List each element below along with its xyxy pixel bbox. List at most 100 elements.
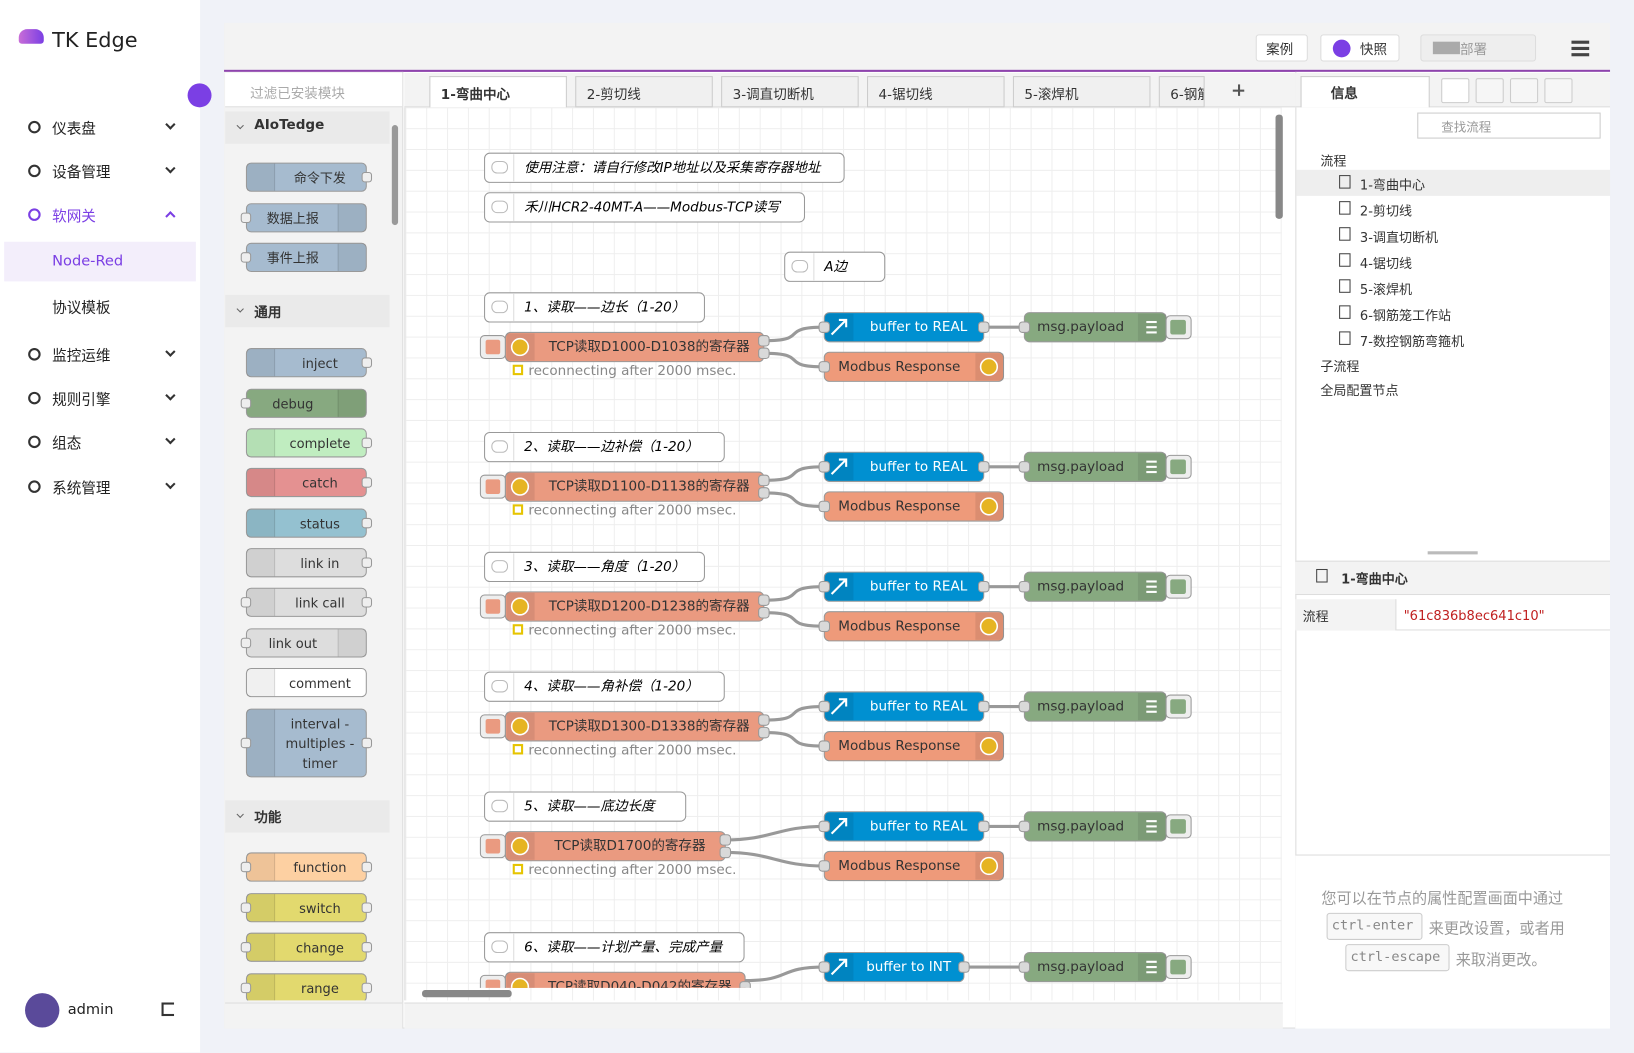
port: [1018, 580, 1031, 593]
port: [719, 834, 732, 846]
node-icon: [830, 958, 848, 976]
comment-node: [484, 671, 725, 702]
status-icon: [512, 744, 524, 755]
flow-canvas[interactable]: 使用注意：请自行修改IP地址以及采集寄存器地址 禾川HCR2-40MT-A——Mo…: [404, 107, 1282, 1001]
tab[interactable]: 5-滚焊机: [1012, 76, 1151, 108]
port: [818, 961, 831, 973]
comment-label: 6、读取——计划产量、完成产量: [524, 939, 724, 955]
menu-item[interactable]: 软网关: [52, 208, 96, 226]
scrollbar: [391, 125, 399, 226]
palette-node-label: function: [293, 859, 347, 875]
tab[interactable]: 3-调直切断机: [721, 76, 859, 108]
debug-button-face: [1170, 699, 1186, 714]
palette-node-label: status: [299, 515, 340, 531]
menu-item[interactable]: 系统管理: [52, 480, 111, 498]
palette-filter[interactable]: [225, 72, 403, 108]
menu-item[interactable]: 监控运维: [52, 348, 111, 365]
toolbar-button[interactable]: [1255, 34, 1308, 62]
tree-flow[interactable]: 1-弯曲中心: [1359, 177, 1426, 193]
palette-node[interactable]: [245, 388, 367, 418]
flow-node-label: buffer to REAL: [870, 459, 968, 475]
sidebar-button[interactable]: [1441, 78, 1470, 104]
tab[interactable]: 1-弯曲中心: [429, 76, 567, 108]
palette-footer: [225, 1002, 403, 1029]
tree-item[interactable]: 子流程: [1320, 358, 1360, 375]
port: [978, 321, 990, 333]
flow-node-label: buffer to REAL: [870, 319, 968, 335]
node-status: reconnecting after 2000 msec.: [528, 622, 736, 638]
palette-node[interactable]: [245, 348, 367, 378]
tree-flow[interactable]: 6-钢筋笼工作站: [1359, 307, 1452, 324]
flow-node-label: msg.payload: [1037, 818, 1124, 834]
port: [818, 580, 831, 593]
palette-node-label: comment: [288, 674, 351, 691]
snapshot-icon: [1332, 39, 1351, 58]
help-text: 您可以在节点的属性配置画面中通过: [1321, 890, 1564, 908]
tree-flow-icon: [1339, 227, 1351, 241]
palette-node[interactable]: [245, 667, 367, 698]
palette-node[interactable]: [245, 428, 367, 458]
palette-node[interactable]: [245, 467, 367, 498]
wire: [725, 824, 825, 842]
palette-header-text: 通用: [254, 305, 282, 321]
comment-icon: [791, 260, 809, 273]
palette-node[interactable]: [245, 242, 367, 272]
palette-node[interactable]: [245, 708, 367, 778]
menu-item[interactable]: 规则引擎: [52, 391, 111, 409]
tree-flow[interactable]: 4-锯切线: [1359, 255, 1412, 271]
info-tab[interactable]: [1300, 76, 1430, 108]
comment-icon: [491, 560, 509, 573]
palette-node-label: change: [295, 939, 344, 956]
sidebar-button[interactable]: [1544, 78, 1573, 104]
port: [978, 700, 990, 713]
port: [758, 335, 770, 347]
flow-node-label: Modbus Response: [838, 618, 960, 634]
palette-node[interactable]: [245, 852, 367, 882]
sidebar-button[interactable]: [1475, 78, 1504, 104]
palette-node[interactable]: [245, 973, 367, 1001]
info-tab-label: 信息: [1330, 86, 1358, 103]
comment-icon: [491, 679, 509, 693]
tab[interactable]: 6-钢筋笼工作站: [1158, 76, 1205, 108]
menu-item[interactable]: 仪表盘: [52, 120, 96, 138]
collapse-button[interactable]: [187, 83, 212, 108]
tree-flow[interactable]: 5-滚焊机: [1359, 281, 1412, 297]
comment-icon: [491, 799, 509, 813]
tree-item[interactable]: 全局配置节点: [1320, 382, 1399, 399]
menu-icon: [28, 391, 41, 405]
inject-button-face: [485, 599, 501, 614]
debug-button-face: [1170, 579, 1186, 594]
tree-flow[interactable]: 3-调直切断机: [1359, 229, 1439, 245]
search-box[interactable]: [1417, 112, 1601, 139]
logout-icon[interactable]: [161, 1002, 175, 1017]
palette-node[interactable]: [245, 203, 367, 233]
comment-label: 使用注意：请自行修改IP地址以及采集寄存器地址: [524, 160, 822, 176]
inject-button-face: [485, 838, 501, 854]
tree-flow[interactable]: 7-数控钢筋弯箍机: [1359, 333, 1465, 350]
port: [240, 398, 252, 409]
menu-item[interactable]: 协议模板: [52, 300, 111, 317]
tree-flow[interactable]: 2-剪切线: [1359, 203, 1412, 219]
comment-icon: [491, 440, 509, 453]
menu-item[interactable]: 组态: [52, 435, 82, 453]
palette-node[interactable]: [245, 587, 367, 617]
port: [1018, 700, 1031, 713]
wire: [763, 325, 825, 343]
sidebar-button[interactable]: [1509, 78, 1539, 104]
comment-label: 4、读取——角补偿（1-20）: [524, 679, 699, 695]
tab[interactable]: 4-锯切线: [867, 76, 1005, 108]
node-icon: [979, 737, 999, 756]
port: [240, 902, 252, 913]
port: [818, 321, 831, 333]
palette-node[interactable]: [245, 628, 367, 658]
tab-label: 1-弯曲中心: [440, 87, 511, 104]
flow-node-label: msg.payload: [1037, 459, 1124, 475]
palette-node-label: 数据上报: [266, 209, 319, 226]
tab[interactable]: 2-剪切线: [575, 76, 713, 108]
comment-node: [484, 551, 705, 583]
node-icon: [510, 717, 530, 736]
info-row-key: [1295, 599, 1397, 631]
menu-item[interactable]: Node-Red: [52, 253, 124, 270]
palette-node[interactable]: [245, 508, 367, 538]
menu-item[interactable]: 设备管理: [52, 164, 111, 182]
